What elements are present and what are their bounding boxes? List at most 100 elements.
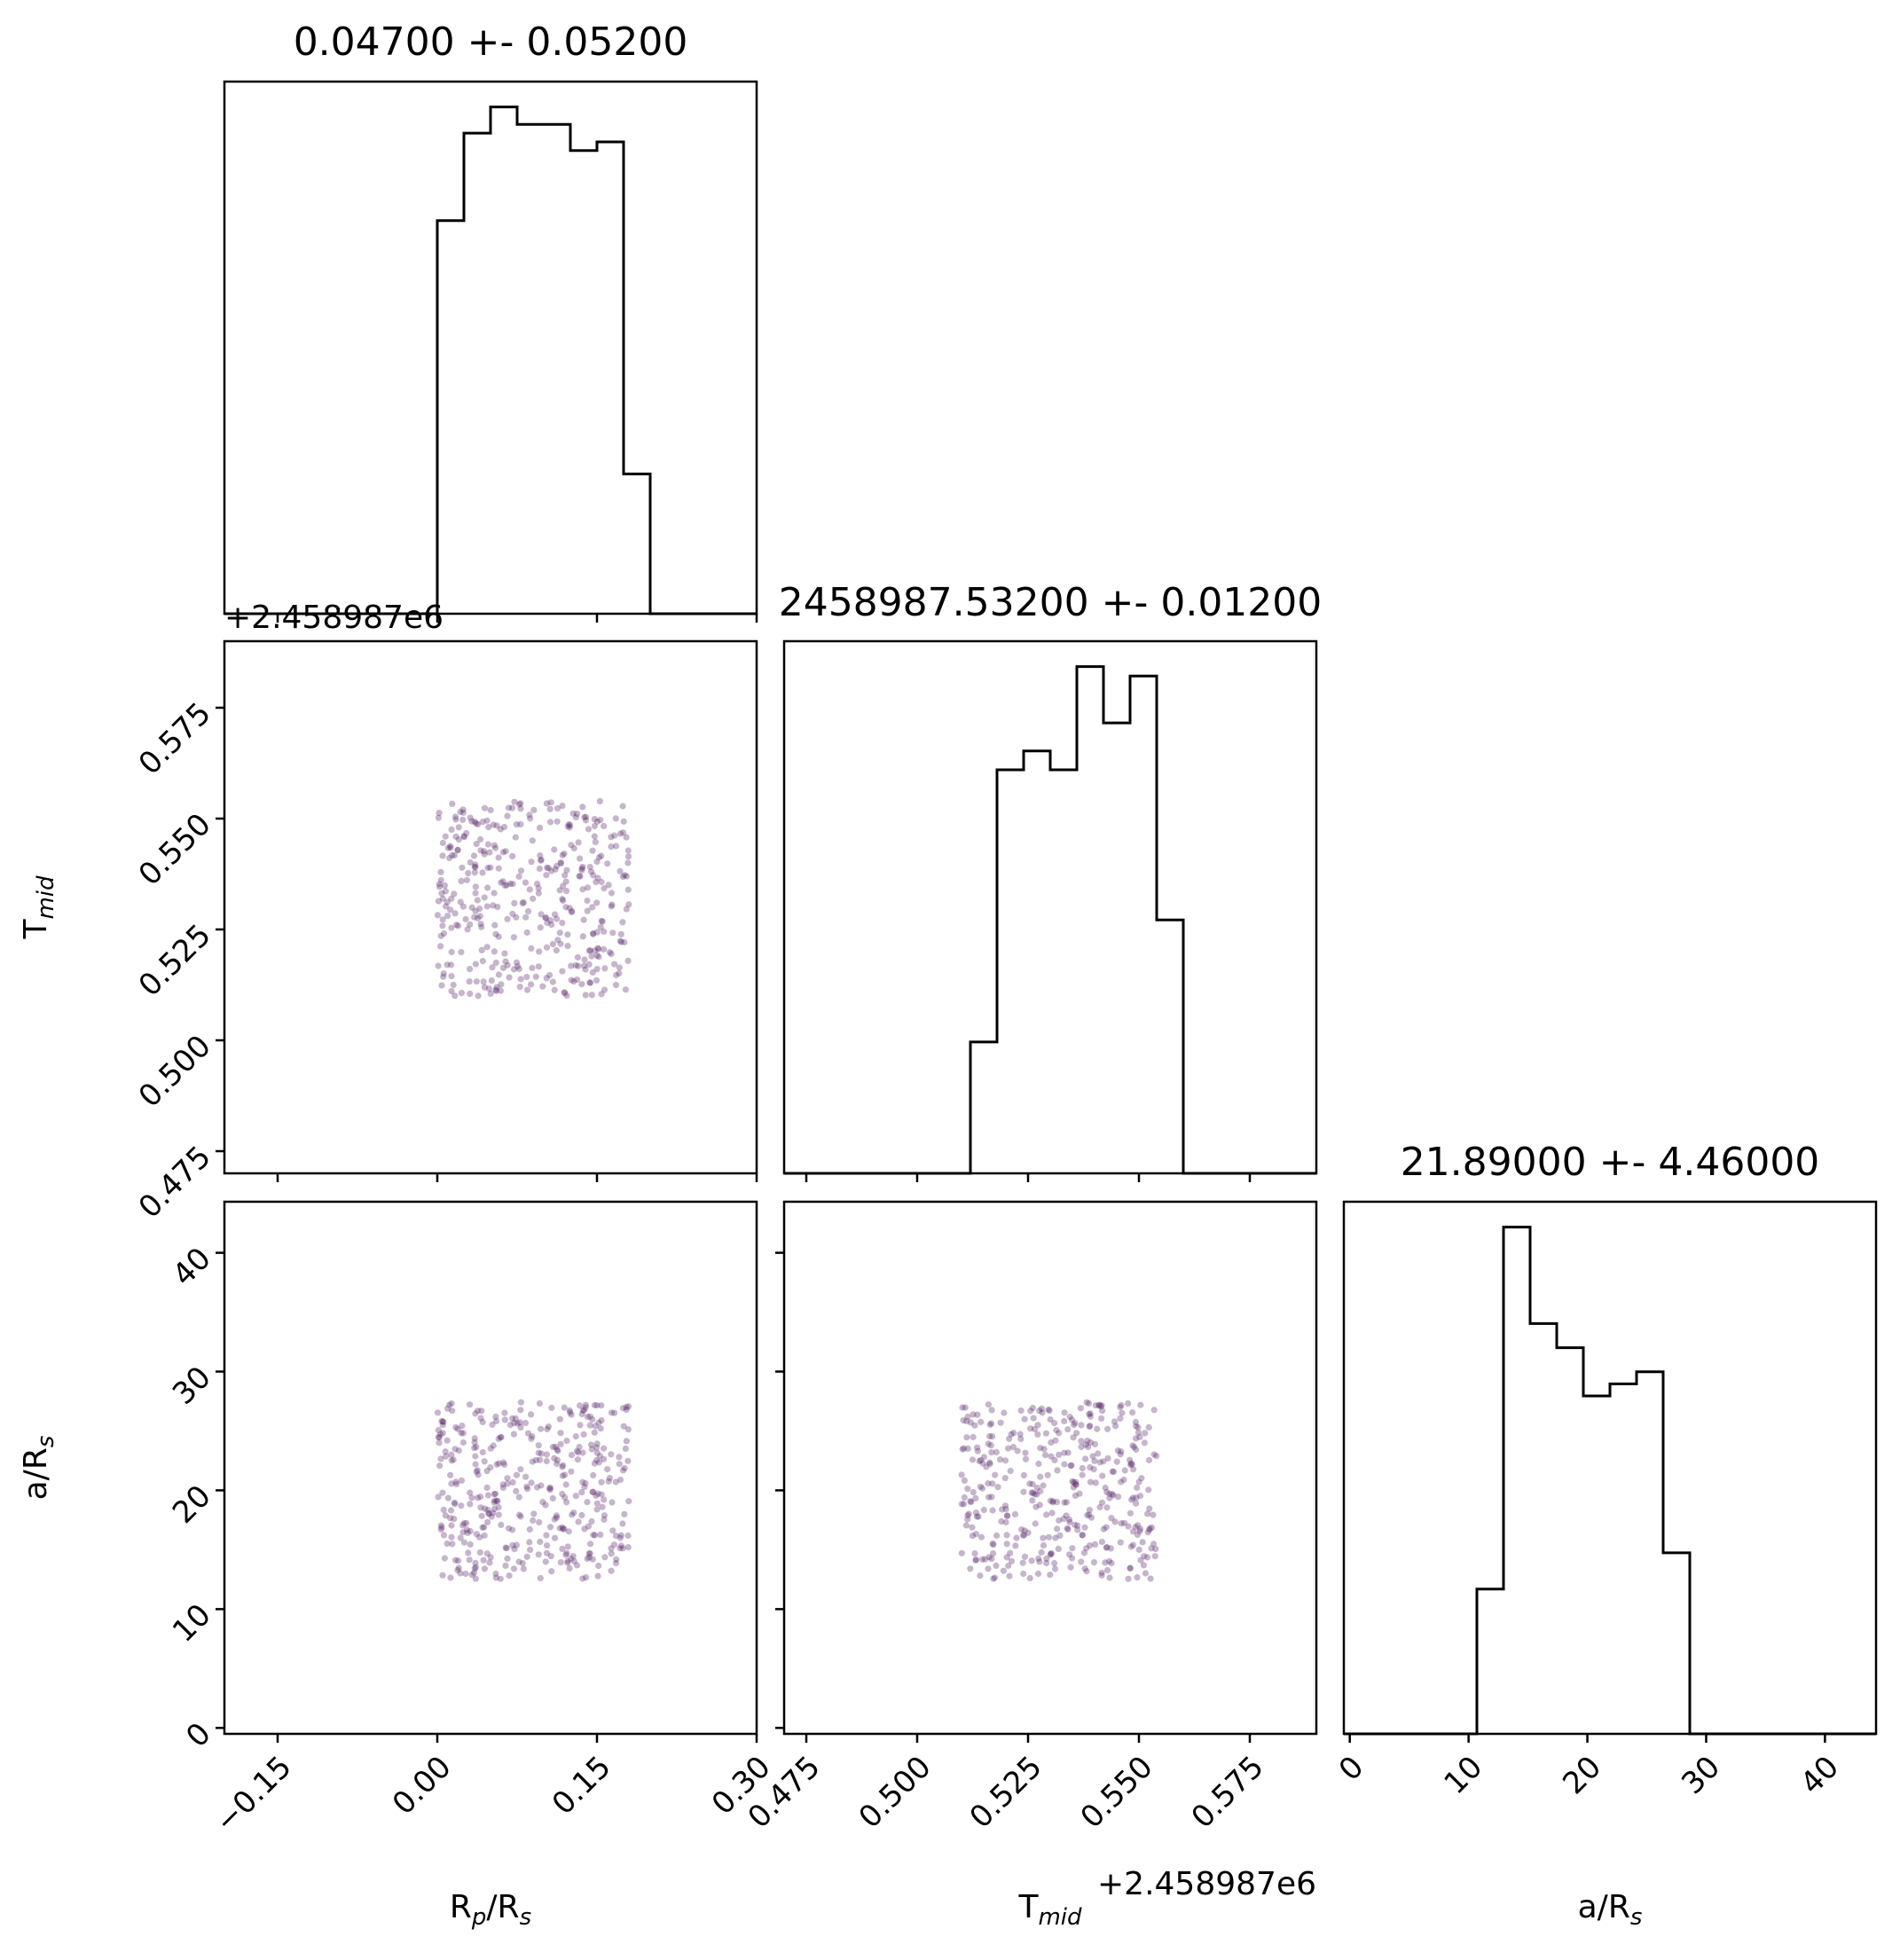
scatter-point (1102, 1559, 1109, 1566)
scatter-point (586, 1413, 593, 1420)
scatter-point (501, 950, 508, 957)
scatter-point (551, 1516, 558, 1523)
scatter-point (543, 1549, 551, 1556)
scatter-point (593, 879, 600, 886)
scatter-point (1146, 1525, 1153, 1532)
scatter-point (528, 858, 535, 866)
scatter-point (498, 1521, 505, 1528)
scatter-point (564, 1559, 571, 1566)
scatter-point (509, 1526, 516, 1533)
y-tick-label: 20 (166, 1478, 218, 1531)
scatter-point (582, 966, 589, 973)
scatter-point (560, 882, 567, 890)
scatter-point (578, 865, 585, 872)
scatter-point (623, 1438, 631, 1445)
scatter-point (458, 990, 466, 997)
scatter-point (476, 906, 483, 913)
scatter-point (624, 1532, 632, 1540)
scatter-point (1145, 1486, 1152, 1494)
scatter-point (512, 834, 519, 841)
scatter-point (459, 1522, 467, 1529)
scatter-point (437, 868, 444, 876)
scatter-point (1134, 1484, 1141, 1491)
scatter-point (1034, 1422, 1041, 1429)
scatter-point (593, 976, 601, 984)
scatter-point (1048, 1439, 1055, 1446)
scatter-point (563, 1499, 570, 1506)
scatter-point (517, 800, 524, 807)
scatter-point (559, 1524, 566, 1531)
scatter-point (1010, 1430, 1017, 1437)
scatter-point (548, 1404, 555, 1412)
scatter-point (474, 1467, 481, 1474)
scatter-point (441, 882, 448, 890)
scatter-point (454, 1557, 462, 1564)
scatter-point (586, 864, 593, 871)
scatter-point (624, 859, 632, 866)
scatter-point (1064, 1426, 1072, 1433)
x-tick-label: 0.525 (963, 1749, 1049, 1835)
scatter-point (1079, 1464, 1086, 1472)
scatter-point (1138, 1475, 1145, 1482)
scatter-point (958, 1549, 965, 1556)
scatter-point (472, 907, 479, 914)
scatter-point (590, 1471, 597, 1479)
scatter-point (483, 1484, 491, 1491)
scatter-point (492, 986, 499, 993)
scatter-panel-rp-vs-tmid (434, 797, 632, 1000)
scatter-point (1147, 1575, 1154, 1582)
scatter-point (554, 1456, 561, 1463)
scatter-point (472, 960, 479, 968)
scatter-point (1006, 1572, 1013, 1580)
scatter-point (519, 899, 526, 907)
scatter-point (1111, 1418, 1119, 1425)
scatter-point (447, 1471, 454, 1478)
scatter-point (616, 1476, 624, 1484)
x-tick-label: 30 (1675, 1749, 1727, 1801)
scatter-point (1129, 1442, 1136, 1449)
scatter-point (442, 833, 449, 840)
scatter-point (590, 930, 597, 937)
scatter-point (590, 872, 597, 879)
scatter-point (495, 865, 502, 872)
scatter-point (608, 890, 616, 897)
scatter-point (553, 947, 561, 954)
scatter-point (587, 947, 594, 954)
scatter-point (1096, 1503, 1103, 1511)
scatter-point (463, 829, 470, 837)
scatter-point (454, 922, 462, 929)
scatter-point (1109, 1468, 1116, 1475)
scatter-point (1047, 1497, 1054, 1504)
scatter-point (458, 1502, 465, 1509)
scatter-point (477, 847, 484, 854)
panel-frame-2-1 (782, 1200, 1318, 1736)
scatter-point (595, 1459, 603, 1466)
scatter-point (985, 1440, 992, 1447)
scatter-point (1137, 1401, 1144, 1408)
scatter-point (1089, 1453, 1096, 1460)
scatter-point (568, 842, 575, 849)
scatter-point (616, 867, 624, 874)
scatter-point (489, 964, 496, 971)
scatter-point (434, 912, 442, 919)
scatter-point (457, 808, 464, 816)
scatter-point (513, 959, 521, 966)
scatter-point (1054, 1525, 1061, 1533)
scatter-point (985, 1480, 992, 1487)
scatter-point (481, 894, 488, 901)
axis-label-part: /R (486, 1889, 519, 1925)
scatter-point (545, 865, 553, 872)
scatter-point (988, 1407, 995, 1414)
scatter-point (450, 981, 457, 989)
scatter-point (575, 1518, 582, 1525)
scatter-point (509, 1415, 516, 1422)
scatter-point (579, 933, 586, 940)
scatter-point (548, 921, 555, 929)
scatter-point (1020, 1532, 1027, 1539)
scatter-point (483, 903, 491, 910)
scatter-point (1054, 1467, 1061, 1474)
scatter-point (467, 990, 474, 998)
scatter-point (441, 1555, 448, 1562)
scatter-point (575, 962, 582, 969)
scatter-point (503, 882, 510, 889)
